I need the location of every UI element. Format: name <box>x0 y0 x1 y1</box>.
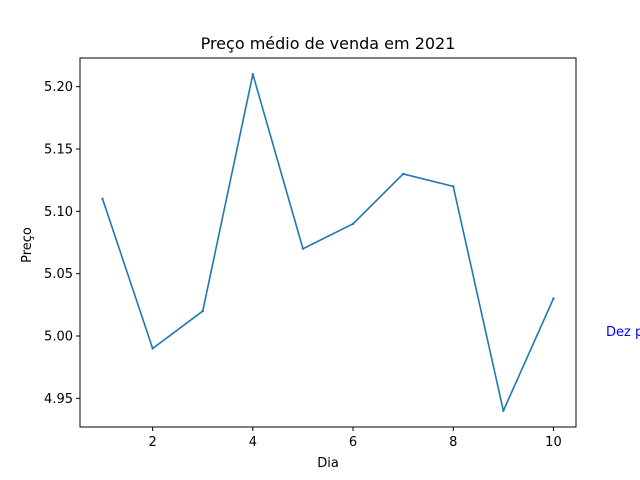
x-axis-label: Dia <box>317 456 339 471</box>
series-line <box>101 73 555 412</box>
data-point <box>251 73 255 76</box>
ticks: 2 4 6 8 10 4.95 5.00 5.05 5.10 5.15 5.20 <box>44 80 562 450</box>
data-point <box>201 309 204 313</box>
chart-title: Preço médio de venda em 2021 <box>201 34 456 53</box>
y-tick-label: 5.15 <box>44 143 73 158</box>
y-tick-label: 5.20 <box>44 80 73 95</box>
y-axis-label: Preço <box>20 227 35 263</box>
x-tick-label: 6 <box>349 435 357 450</box>
x-tick-label: 4 <box>249 435 257 450</box>
annotation-text: Dez p <box>606 325 640 340</box>
data-point <box>151 347 154 350</box>
plot-frame <box>79 57 577 428</box>
data-point <box>552 297 555 300</box>
x-tick-label: 2 <box>149 435 157 450</box>
data-point <box>351 222 355 226</box>
x-tick-label: 8 <box>449 435 457 450</box>
data-point <box>452 185 455 188</box>
x-tick-label: 10 <box>545 435 562 450</box>
series-layer <box>101 73 555 412</box>
data-point <box>502 409 505 412</box>
data-point <box>101 197 104 201</box>
y-tick-label: 5.10 <box>44 205 73 220</box>
y-tick-label: 4.95 <box>44 392 73 407</box>
y-tick-label: 5.00 <box>44 329 73 344</box>
data-point <box>401 172 405 176</box>
y-tick-label: 5.05 <box>44 267 73 282</box>
data-point <box>301 247 305 250</box>
